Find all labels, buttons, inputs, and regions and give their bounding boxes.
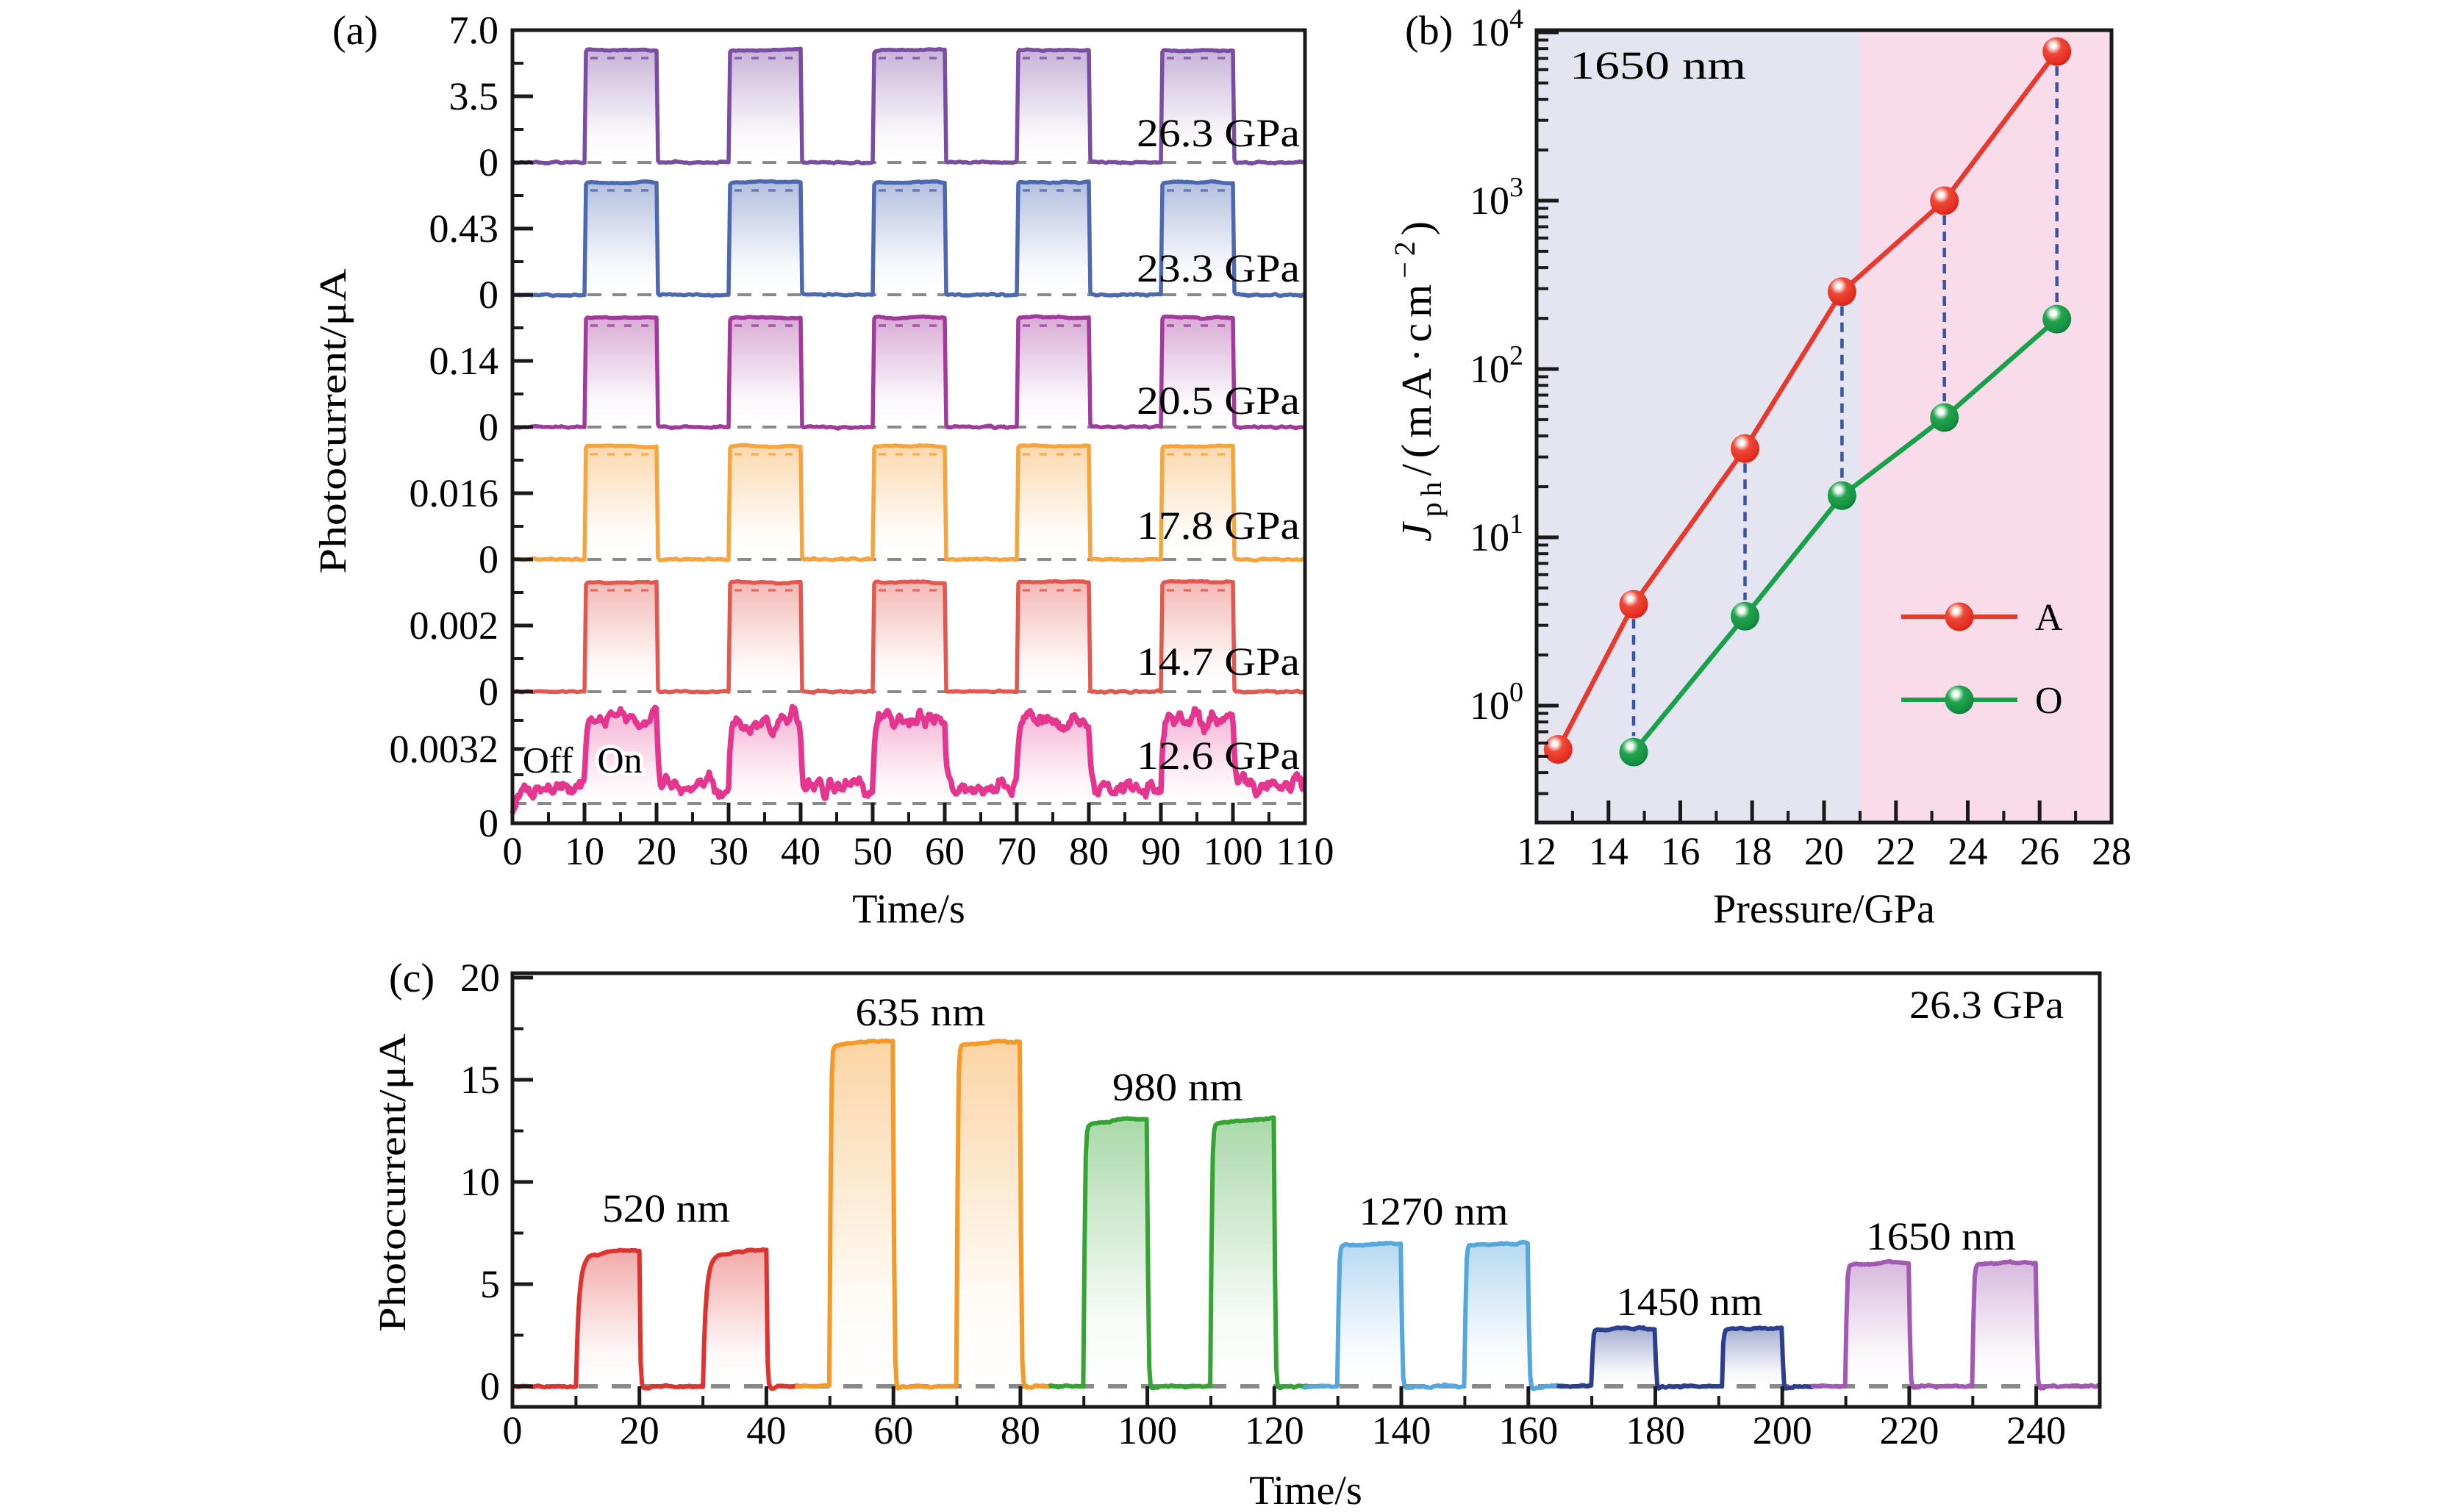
- svg-text:1650 nm: 1650 nm: [1866, 1214, 2016, 1258]
- svg-text:26.3 GPa: 26.3 GPa: [1137, 111, 1300, 155]
- svg-text:40: 40: [746, 1408, 786, 1452]
- svg-text:Photocurrent/μA: Photocurrent/μA: [312, 268, 354, 574]
- svg-text:0.0032: 0.0032: [390, 727, 499, 771]
- svg-text:14.7 GPa: 14.7 GPa: [1137, 639, 1300, 684]
- svg-text:0.14: 0.14: [429, 339, 499, 383]
- svg-text:30: 30: [709, 829, 748, 873]
- svg-text:28: 28: [2092, 829, 2131, 873]
- svg-text:1270 nm: 1270 nm: [1359, 1189, 1509, 1233]
- svg-text:24: 24: [1948, 829, 1988, 873]
- svg-text:A: A: [2035, 597, 2063, 639]
- svg-text:(a): (a): [332, 8, 378, 54]
- svg-text:22: 22: [1876, 829, 1916, 873]
- svg-text:1450 nm: 1450 nm: [1617, 1280, 1763, 1324]
- svg-text:Time/s: Time/s: [1249, 1468, 1362, 1512]
- svg-text:635 nm: 635 nm: [856, 990, 986, 1034]
- svg-text:200: 200: [1753, 1408, 1812, 1452]
- svg-text:16: 16: [1661, 829, 1701, 873]
- svg-text:Photocurrent/μA: Photocurrent/μA: [372, 1033, 414, 1332]
- svg-text:26: 26: [2020, 829, 2059, 873]
- svg-text:70: 70: [997, 829, 1037, 873]
- svg-text:Pressure/GPa: Pressure/GPa: [1713, 886, 1935, 932]
- svg-text:40: 40: [781, 829, 820, 873]
- svg-text:5: 5: [480, 1262, 500, 1306]
- svg-text:0.002: 0.002: [410, 603, 499, 648]
- svg-text:10: 10: [565, 829, 604, 873]
- svg-text:0: 0: [479, 537, 498, 581]
- svg-text:(b): (b): [1405, 8, 1453, 54]
- svg-text:240: 240: [2006, 1408, 2066, 1452]
- svg-text:12.6 GPa: 12.6 GPa: [1137, 734, 1300, 778]
- svg-text:3.5: 3.5: [449, 74, 499, 118]
- svg-text:20: 20: [1804, 829, 1844, 873]
- svg-text:20: 20: [460, 956, 500, 1000]
- svg-text:20: 20: [620, 1408, 659, 1452]
- svg-text:18: 18: [1732, 829, 1772, 873]
- svg-text:0: 0: [479, 801, 498, 845]
- svg-text:23.3 GPa: 23.3 GPa: [1137, 246, 1300, 290]
- svg-text:60: 60: [925, 829, 965, 873]
- svg-text:0.43: 0.43: [429, 207, 499, 251]
- svg-text:14: 14: [1589, 829, 1628, 873]
- svg-text:Off: Off: [523, 739, 573, 781]
- svg-text:0: 0: [479, 405, 498, 449]
- svg-text:1650 nm: 1650 nm: [1570, 43, 1746, 87]
- svg-text:20: 20: [637, 829, 676, 873]
- svg-text:Time/s: Time/s: [852, 886, 965, 932]
- svg-text:O: O: [2035, 680, 2063, 722]
- svg-text:980 nm: 980 nm: [1112, 1065, 1243, 1109]
- svg-text:50: 50: [853, 829, 893, 873]
- svg-text:120: 120: [1245, 1408, 1304, 1452]
- svg-text:100: 100: [1118, 1408, 1177, 1452]
- svg-text:0: 0: [479, 140, 498, 184]
- svg-text:90: 90: [1141, 829, 1181, 873]
- svg-text:0.016: 0.016: [410, 471, 499, 515]
- svg-text:12: 12: [1517, 829, 1556, 873]
- svg-text:10: 10: [460, 1160, 500, 1204]
- svg-text:0: 0: [480, 1364, 500, 1408]
- svg-text:110: 110: [1276, 829, 1334, 873]
- svg-text:80: 80: [1001, 1408, 1040, 1452]
- svg-text:20.5 GPa: 20.5 GPa: [1137, 379, 1300, 423]
- svg-text:(c): (c): [389, 956, 435, 1001]
- svg-text:0: 0: [479, 670, 498, 714]
- svg-text:100: 100: [1204, 829, 1263, 873]
- svg-text:520 nm: 520 nm: [602, 1186, 730, 1230]
- svg-text:180: 180: [1626, 1408, 1685, 1452]
- svg-text:0: 0: [503, 1408, 523, 1452]
- svg-text:80: 80: [1069, 829, 1109, 873]
- svg-text:7.0: 7.0: [449, 8, 499, 52]
- svg-text:60: 60: [873, 1408, 913, 1452]
- svg-text:220: 220: [1879, 1408, 1939, 1452]
- svg-text:140: 140: [1372, 1408, 1431, 1452]
- svg-text:160: 160: [1498, 1408, 1558, 1452]
- svg-text:0: 0: [479, 273, 498, 317]
- svg-text:26.3 GPa: 26.3 GPa: [1909, 983, 2064, 1027]
- svg-text:17.8 GPa: 17.8 GPa: [1137, 504, 1300, 548]
- svg-text:On: On: [597, 739, 642, 781]
- svg-text:15: 15: [460, 1058, 500, 1102]
- svg-text:Jph/(mA·cm−2): Jph/(mA·cm−2): [1388, 215, 1448, 542]
- svg-text:0: 0: [503, 829, 523, 873]
